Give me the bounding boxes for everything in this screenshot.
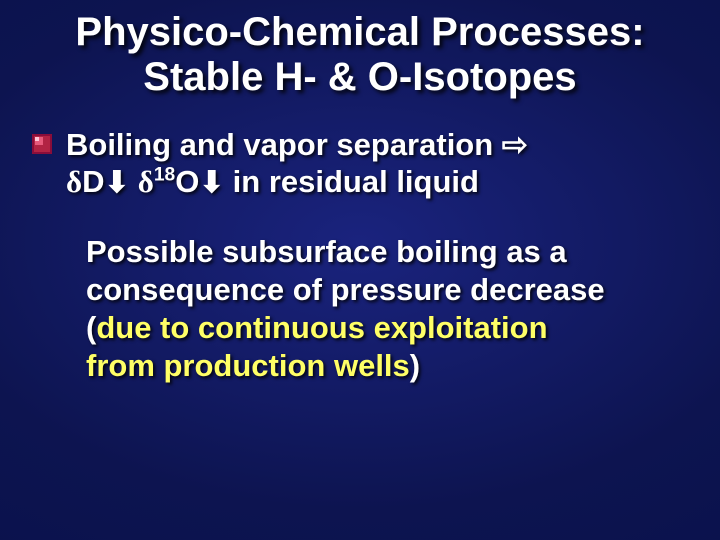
sup-18: 18 <box>154 165 175 186</box>
down-arrow-icon-1: ⬇ <box>104 166 129 199</box>
spacer <box>129 164 138 199</box>
square-bullet-icon <box>32 134 52 154</box>
text-residual: in residual liquid <box>224 164 479 199</box>
down-arrow-icon-2: ⬇ <box>199 166 224 199</box>
paragraph-2: Possible subsurface boiling as a consequ… <box>66 233 680 384</box>
bullet-item-1: Boiling and vapor separation ⇨ δD⬇ δ18O⬇… <box>66 126 680 202</box>
slide-title: Physico-Chemical Processes: Stable H- & … <box>30 10 690 100</box>
o-letter: O <box>175 164 199 199</box>
p2-line1: Possible subsurface boiling as a <box>86 234 567 269</box>
p2-yellow-2: from production wells <box>86 348 410 383</box>
d-letter: D <box>82 164 104 199</box>
p2-yellow-1: due to continuous exploitation <box>96 310 547 345</box>
p2-close-paren: ) <box>410 348 420 383</box>
title-line-1: Physico-Chemical Processes: <box>30 10 690 55</box>
p2-line2: consequence of pressure decrease <box>86 272 605 307</box>
text-boiling: Boiling and vapor separation <box>66 127 502 162</box>
delta-symbol-1: δ <box>66 164 82 199</box>
arrow-right-icon: ⇨ <box>502 127 528 162</box>
paragraph-2-text: Possible subsurface boiling as a consequ… <box>86 233 680 384</box>
delta-symbol-2: δ <box>138 164 154 199</box>
p2-open-paren: ( <box>86 310 96 345</box>
slide-content: Boiling and vapor separation ⇨ δD⬇ δ18O⬇… <box>30 126 690 385</box>
title-line-2: Stable H- & O-Isotopes <box>30 55 690 100</box>
slide: Physico-Chemical Processes: Stable H- & … <box>0 0 720 540</box>
bullet-1-text: Boiling and vapor separation ⇨ δD⬇ δ18O⬇… <box>66 126 680 202</box>
